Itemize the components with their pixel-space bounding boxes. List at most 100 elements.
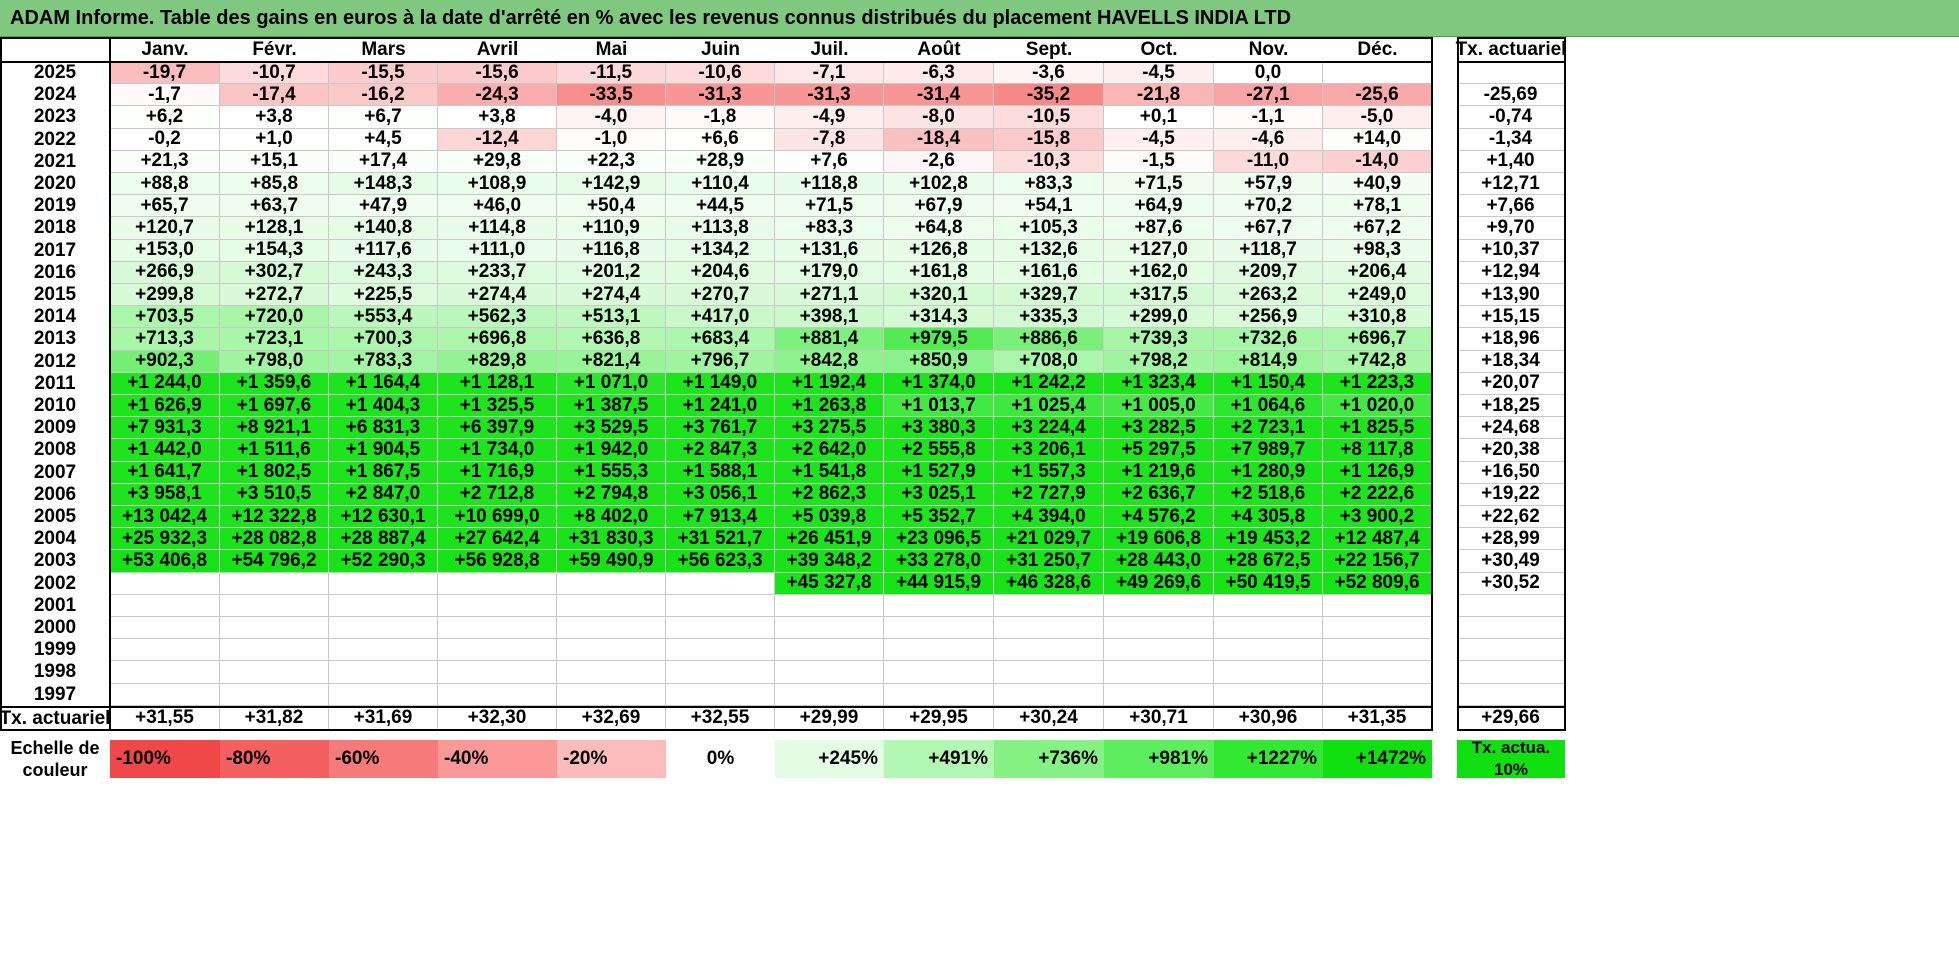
gain-cell	[666, 661, 775, 684]
rate-cell	[1457, 594, 1565, 617]
gain-cell: +1 323,4	[1104, 372, 1214, 395]
gain-cell: -24,3	[438, 84, 557, 107]
gain-cell: +161,8	[884, 261, 994, 284]
gain-cell: +78,1	[1323, 195, 1432, 218]
gain-cell: +209,7	[1214, 261, 1323, 284]
year-label: 1997	[33, 683, 77, 705]
gain-cell: +886,6	[994, 328, 1104, 351]
gain-cell: +113,8	[666, 217, 775, 240]
rate-cell: +22,62	[1457, 506, 1565, 529]
gain-cell: +1 025,4	[994, 395, 1104, 418]
footer-label: Tx. actuariel	[0, 707, 111, 729]
year-label: 2002	[33, 572, 77, 594]
gain-cell: -4,9	[775, 106, 884, 129]
gain-cell: +118,7	[1214, 239, 1323, 262]
gain-cell	[110, 617, 220, 640]
gain-cell	[557, 594, 666, 617]
gain-cell: +7 989,7	[1214, 439, 1323, 462]
year-label: 2008	[33, 439, 77, 461]
gain-cell: +45 327,8	[775, 572, 884, 595]
gain-cell	[329, 594, 438, 617]
gain-cell: +46,0	[438, 195, 557, 218]
gain-cell: +63,7	[220, 195, 329, 218]
color-scale-swatch: +491%	[884, 740, 994, 778]
gain-cell: +7,6	[775, 150, 884, 173]
gain-cell: +105,3	[994, 217, 1104, 240]
rate-cell: +15,15	[1457, 306, 1565, 329]
gain-cell: +2 847,0	[329, 483, 438, 506]
rate-cell: +18,34	[1457, 350, 1565, 373]
gain-cell: +3 025,1	[884, 483, 994, 506]
gain-cell: +1 404,3	[329, 395, 438, 418]
rate-cell: +24,68	[1457, 417, 1565, 440]
gain-cell: +1 359,6	[220, 372, 329, 395]
year-label: 2006	[33, 483, 77, 505]
gain-cell: +33 278,0	[884, 550, 994, 573]
gain-cell: +274,4	[557, 284, 666, 307]
gain-cell: +46 328,6	[994, 572, 1104, 595]
gain-cell: +21,3	[110, 150, 220, 173]
year-label: 2015	[33, 284, 77, 306]
gain-cell: +65,7	[110, 195, 220, 218]
footer-rate-cell: +30,71	[1104, 707, 1214, 730]
year-label: 2021	[33, 150, 77, 172]
gain-cell: +0,1	[1104, 106, 1214, 129]
rate-header-divider	[1457, 61, 1566, 63]
year-label: 2001	[33, 594, 77, 616]
gain-cell: +2 555,8	[884, 439, 994, 462]
gain-cell	[994, 617, 1104, 640]
gain-cell: +1 697,6	[220, 395, 329, 418]
gain-cell: +71,5	[1104, 173, 1214, 196]
gain-cell: +842,8	[775, 350, 884, 373]
gain-cell: -0,2	[110, 128, 220, 151]
gain-cell: +713,3	[110, 328, 220, 351]
gain-cell: +71,5	[775, 195, 884, 218]
rate-cell	[1457, 683, 1565, 706]
gain-cell	[1214, 683, 1323, 706]
gain-cell: +732,6	[1214, 328, 1323, 351]
gain-cell: +850,9	[884, 350, 994, 373]
gain-cell: -4,6	[1214, 128, 1323, 151]
gain-cell: +3 510,5	[220, 483, 329, 506]
gain-cell: +67,7	[1214, 217, 1323, 240]
footer-rate-cell: +32,30	[438, 707, 557, 730]
gain-cell: -10,7	[220, 62, 329, 85]
footer-rate-cell: +29,99	[775, 707, 884, 730]
gain-cell: -15,5	[329, 62, 438, 85]
gain-cell: +3 282,5	[1104, 417, 1214, 440]
gain-cell: +19 453,2	[1214, 528, 1323, 551]
month-header: Août	[917, 38, 961, 60]
gain-cell: +50 419,5	[1214, 572, 1323, 595]
gain-cell: +110,4	[666, 173, 775, 196]
gain-cell: +2 862,3	[775, 483, 884, 506]
gain-cell: +116,8	[557, 239, 666, 262]
gain-cell	[775, 639, 884, 662]
gain-cell: +796,7	[666, 350, 775, 373]
gain-cell: -15,8	[994, 128, 1104, 151]
gain-cell	[884, 661, 994, 684]
gain-cell: +1 802,5	[220, 461, 329, 484]
gain-cell: +1 588,1	[666, 461, 775, 484]
gain-cell: +26 451,9	[775, 528, 884, 551]
gain-cell: +56 623,3	[666, 550, 775, 573]
gain-cell: +2 723,1	[1214, 417, 1323, 440]
gain-cell: +53 406,8	[110, 550, 220, 573]
rate-cell: -0,74	[1457, 106, 1565, 129]
gain-cell: +88,8	[110, 173, 220, 196]
gain-cell: +302,7	[220, 261, 329, 284]
rate-cell: +12,94	[1457, 261, 1565, 284]
header-divider	[0, 61, 1433, 63]
gain-cell: +4 305,8	[1214, 506, 1323, 529]
gain-cell: +256,9	[1214, 306, 1323, 329]
year-label: 1998	[33, 661, 77, 683]
gain-cell: +153,0	[110, 239, 220, 262]
rate-cell	[1457, 639, 1565, 662]
gain-cell: +1 223,3	[1323, 372, 1432, 395]
year-label: 2019	[33, 195, 77, 217]
gain-cell: +1 626,9	[110, 395, 220, 418]
footer-rate-cell: +32,69	[557, 707, 666, 730]
year-label: 2007	[33, 461, 77, 483]
gain-cell	[994, 661, 1104, 684]
rate-cell	[1457, 661, 1565, 684]
gain-cell: +6,6	[666, 128, 775, 151]
